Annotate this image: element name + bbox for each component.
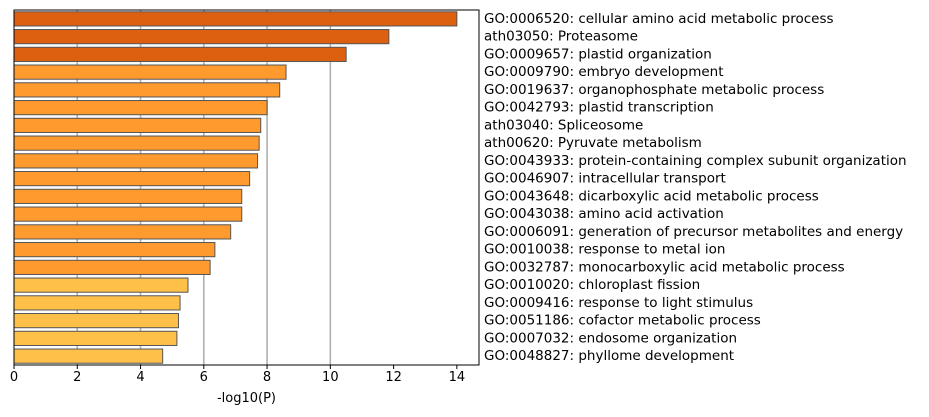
category-label: GO:0042793: plastid transcription (484, 100, 714, 116)
x-tick-label: 8 (263, 370, 271, 385)
category-label: GO:0009790: embryo development (484, 64, 724, 80)
category-label: GO:0043038: amino acid activation (484, 206, 724, 222)
bar (13, 11, 458, 27)
x-tick-label: 12 (385, 370, 402, 385)
x-tick-label: 0 (10, 370, 18, 385)
bar (13, 313, 179, 329)
category-label: GO:0009657: plastid organization (484, 46, 712, 62)
bar (13, 117, 262, 133)
category-label: ath03040: Spliceosome (484, 117, 643, 133)
bars (13, 11, 458, 364)
bar (13, 330, 178, 346)
category-label: ath03050: Proteasome (484, 29, 638, 45)
bar (13, 259, 211, 275)
bar (13, 100, 268, 116)
bar (13, 206, 243, 222)
bar (13, 242, 216, 258)
bar (13, 46, 347, 62)
bar (13, 64, 287, 80)
gridlines (76, 10, 332, 365)
bar (13, 277, 189, 293)
category-label: GO:0006520: cellular amino acid metaboli… (484, 11, 834, 27)
bar (13, 224, 232, 240)
category-label: GO:0010020: chloroplast fission (484, 277, 700, 293)
x-tick-label: 6 (200, 370, 208, 385)
category-label: GO:0051186: cofactor metabolic process (484, 313, 761, 329)
category-label: GO:0010038: response to metal ion (484, 242, 725, 258)
category-label: GO:0043648: dicarboxylic acid metabolic … (484, 188, 819, 204)
x-tick-label: 14 (449, 370, 466, 385)
bar (13, 171, 251, 187)
x-axis-label: -log10(P) (217, 391, 276, 406)
category-label: GO:0048827: phyllome development (484, 348, 734, 364)
plot-frame (13, 9, 480, 366)
category-label: GO:0009416: response to light stimulus (484, 295, 753, 311)
x-axis-ticks: 0 2 4 6 8 10 12 14 (10, 365, 465, 385)
category-label: GO:0019637: organophosphate metabolic pr… (484, 82, 824, 98)
bar (13, 348, 164, 364)
category-label: GO:0007032: endosome organization (484, 330, 737, 346)
x-tick-label: 10 (322, 370, 339, 385)
category-label: GO:0032787: monocarboxylic acid metaboli… (484, 259, 845, 275)
bar (13, 82, 281, 98)
x-tick-label: 4 (136, 370, 144, 385)
bar (13, 295, 181, 311)
category-label: GO:0046907: intracellular transport (484, 171, 726, 187)
bar (13, 153, 259, 169)
bar (13, 135, 260, 151)
category-label: GO:0006091: generation of precursor meta… (484, 224, 903, 240)
category-labels: GO:0006520: cellular amino acid metaboli… (484, 11, 907, 364)
category-label: ath00620: Pyruvate metabolism (484, 135, 702, 151)
bar (13, 29, 390, 45)
bar (13, 188, 243, 204)
x-tick-label: 2 (73, 370, 81, 385)
category-label: GO:0043933: protein-containing complex s… (484, 153, 907, 169)
